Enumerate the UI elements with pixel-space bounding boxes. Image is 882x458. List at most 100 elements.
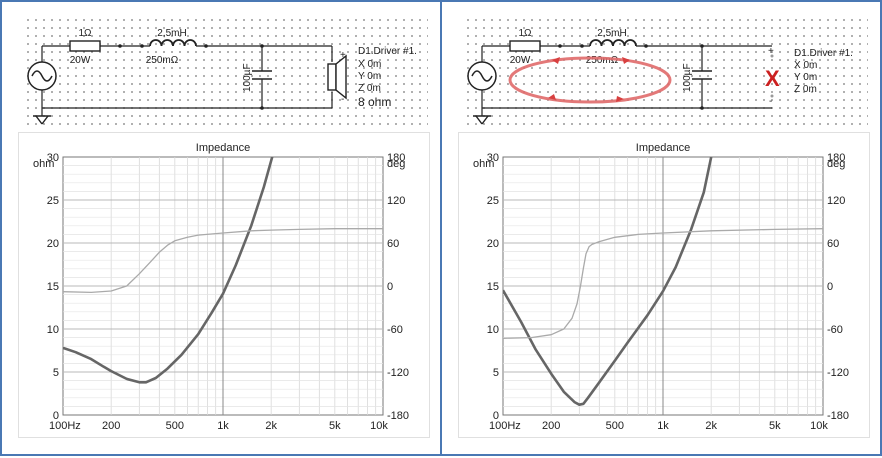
chart-panel-left: Impedance ohm deg 30 25 20 15 10 5 0 180 120 60 0 -60 -… bbox=[18, 132, 430, 438]
capacitor-symbol[interactable] bbox=[692, 70, 712, 80]
driver-plus: + bbox=[340, 50, 346, 61]
driver-minus: - bbox=[769, 96, 772, 107]
y-unit-right: deg bbox=[387, 158, 405, 170]
inductor-resistance: 250mΩ bbox=[146, 55, 179, 66]
speaker-icon[interactable] bbox=[327, 54, 347, 100]
disconnected-x-icon: X bbox=[765, 66, 780, 91]
y-tick-label: 15 bbox=[487, 281, 499, 293]
impedance-chart-left: Impedance ohm deg 30 25 20 15 10 5 0 180 120 60 0 -60 -… bbox=[33, 142, 409, 432]
inductor-symbol[interactable] bbox=[589, 39, 637, 47]
driver-x: X 0m bbox=[794, 60, 817, 71]
x-tick-label: 100Hz bbox=[49, 420, 81, 432]
impedance-chart-right: Impedance ohm deg 30 25 20 15 10 5 0 180 120 60 0 -60 -… bbox=[473, 142, 849, 432]
y-tick-label: 10 bbox=[487, 324, 499, 336]
driver-y: Y 0m bbox=[358, 71, 381, 82]
inductor-symbol[interactable] bbox=[149, 39, 197, 47]
junctions bbox=[118, 44, 264, 110]
driver-name: D1.Driver #1. bbox=[358, 46, 417, 57]
schematic-left: 1Ω 20W 2,5mH 250mΩ 100µF + - D1.Driver #… bbox=[24, 16, 428, 128]
y-tick-label: 25 bbox=[487, 195, 499, 207]
y2-tick-label: 0 bbox=[827, 281, 833, 293]
panel-left: 1Ω 20W 2,5mH 250mΩ 100µF + - D1.Driver #… bbox=[0, 0, 442, 456]
driver-x: X 0m bbox=[358, 59, 381, 70]
driver-y: Y 0m bbox=[794, 72, 817, 83]
x-tick-label: 500 bbox=[166, 420, 184, 432]
impedance-curve bbox=[63, 157, 274, 384]
x-tick-label: 5k bbox=[329, 420, 341, 432]
y-tick-label: 30 bbox=[487, 152, 499, 164]
ground-icon bbox=[33, 115, 51, 125]
schematic-right: 1Ω 20W 2,5mH 250mΩ 100µF X + - D1.Driver… bbox=[464, 16, 868, 128]
x-tick-label: 2k bbox=[705, 420, 717, 432]
resistor-value: 1Ω bbox=[78, 28, 92, 39]
y-tick-label: 0 bbox=[493, 410, 499, 422]
y-tick-label: 15 bbox=[47, 281, 59, 293]
impedance-curve bbox=[503, 157, 713, 407]
y2-tick-label: 180 bbox=[387, 152, 405, 164]
ac-source-icon[interactable] bbox=[467, 61, 497, 91]
inductor-value: 2,5mH bbox=[597, 28, 626, 39]
y2-tick-label: -120 bbox=[387, 367, 409, 379]
y2-tick-label: 0 bbox=[387, 281, 393, 293]
resistor-power: 20W bbox=[70, 55, 91, 66]
inductor-resistance: 250mΩ bbox=[586, 55, 619, 66]
capacitor-symbol[interactable] bbox=[252, 70, 272, 80]
driver-impedance: 8 ohm bbox=[358, 95, 391, 109]
y-tick-label: 20 bbox=[487, 238, 499, 250]
y-tick-label: 5 bbox=[53, 367, 59, 379]
driver-minus: - bbox=[341, 94, 344, 105]
y2-tick-label: 120 bbox=[827, 195, 845, 207]
x-tick-label: 1k bbox=[657, 420, 669, 432]
resistor-power: 20W bbox=[510, 55, 531, 66]
y-unit-right: deg bbox=[827, 158, 845, 170]
x-tick-label: 200 bbox=[542, 420, 560, 432]
x-tick-label: 200 bbox=[102, 420, 120, 432]
x-tick-label: 10k bbox=[810, 420, 828, 432]
x-tick-label: 2k bbox=[265, 420, 277, 432]
wires bbox=[481, 45, 772, 116]
phase-curve bbox=[503, 228, 823, 339]
y-tick-label: 10 bbox=[47, 324, 59, 336]
y2-tick-label: -180 bbox=[827, 410, 849, 422]
chart-title: Impedance bbox=[636, 142, 690, 154]
driver-plus: + bbox=[768, 46, 774, 57]
capacitor-value: 100µF bbox=[242, 63, 253, 92]
x-tick-label: 5k bbox=[769, 420, 781, 432]
panel-right: 1Ω 20W 2,5mH 250mΩ 100µF X + - D1.Driver… bbox=[440, 0, 882, 456]
y-tick-label: 5 bbox=[493, 367, 499, 379]
y2-tick-label: -60 bbox=[387, 324, 403, 336]
inductor-value: 2,5mH bbox=[157, 28, 186, 39]
x-tick-label: 500 bbox=[606, 420, 624, 432]
driver-name: D1.Driver #1. bbox=[794, 48, 853, 59]
resistor-symbol[interactable] bbox=[69, 40, 101, 52]
schematic-svg-right: 1Ω 20W 2,5mH 250mΩ 100µF X + - D1.Driver… bbox=[467, 28, 853, 125]
y-tick-label: 25 bbox=[47, 195, 59, 207]
y2-tick-label: -60 bbox=[827, 324, 843, 336]
phase-curve bbox=[63, 228, 383, 294]
ac-source-icon[interactable] bbox=[27, 61, 57, 91]
y2-tick-label: -120 bbox=[827, 367, 849, 379]
driver-z: Z 0m bbox=[794, 84, 817, 95]
chart-title: Impedance bbox=[196, 142, 250, 154]
driver-terminals bbox=[770, 54, 774, 98]
schematic-svg-left: 1Ω 20W 2,5mH 250mΩ 100µF + - D1.Driver #… bbox=[27, 28, 417, 125]
y2-tick-label: 180 bbox=[827, 152, 845, 164]
resistor-symbol[interactable] bbox=[509, 40, 541, 52]
junctions bbox=[558, 44, 704, 110]
y-unit-left: ohm bbox=[473, 158, 494, 170]
capacitor-value: 100µF bbox=[682, 63, 693, 92]
x-tick-label: 10k bbox=[370, 420, 388, 432]
driver-z: Z 0m bbox=[358, 83, 381, 94]
y2-tick-label: -180 bbox=[387, 410, 409, 422]
ground-icon bbox=[473, 115, 491, 125]
y-tick-label: 0 bbox=[53, 410, 59, 422]
chart-panel-right: Impedance ohm deg 30 25 20 15 10 5 0 180 120 60 0 -60 -… bbox=[458, 132, 870, 438]
y-tick-label: 30 bbox=[47, 152, 59, 164]
y-unit-left: ohm bbox=[33, 158, 54, 170]
y2-tick-label: 120 bbox=[387, 195, 405, 207]
x-tick-label: 1k bbox=[217, 420, 229, 432]
y2-tick-label: 60 bbox=[387, 238, 399, 250]
current-loop-annotation bbox=[508, 56, 672, 104]
x-tick-label: 100Hz bbox=[489, 420, 521, 432]
wires bbox=[41, 45, 333, 116]
